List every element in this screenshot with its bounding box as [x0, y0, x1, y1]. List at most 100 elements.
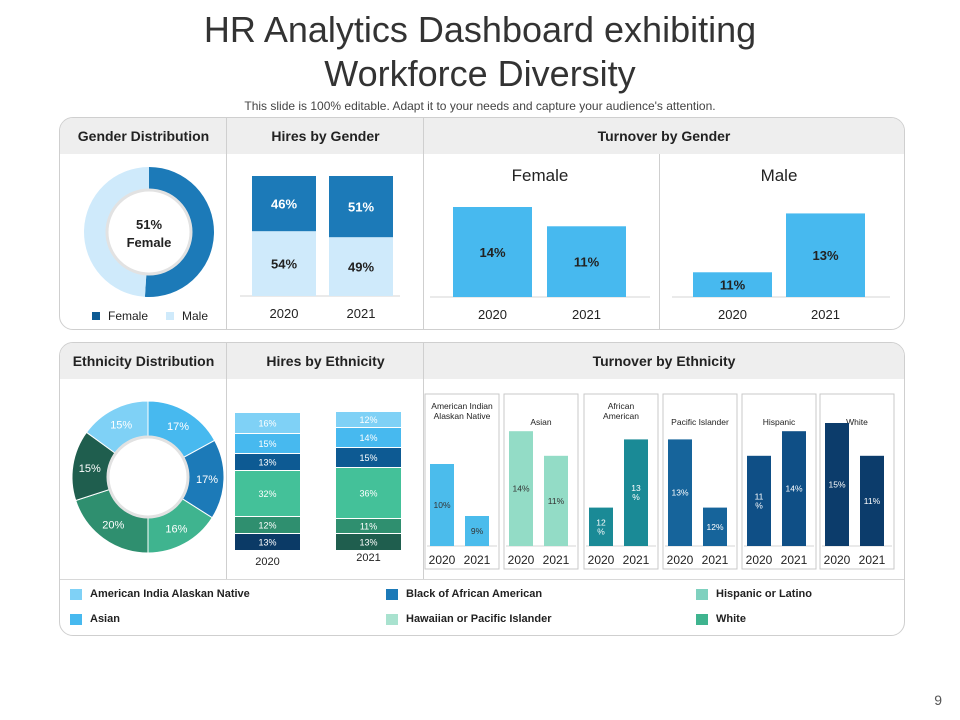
x-tick-label: 2020 — [255, 556, 279, 568]
header-hires-by-gender: Hires by Gender — [271, 128, 380, 144]
title-line-2: Workforce Diversity — [324, 53, 636, 94]
x-tick-label: 2020 — [508, 553, 535, 567]
x-tick-label: 2021 — [347, 306, 376, 321]
divider — [226, 118, 227, 329]
data-label: 15% — [79, 463, 101, 475]
bar-2020 — [747, 455, 771, 546]
data-label: 12 — [596, 517, 606, 527]
legend-label: White — [716, 613, 746, 625]
divider — [423, 343, 424, 579]
small-multiple-frame — [583, 393, 659, 570]
small-multiple-frame — [662, 393, 738, 570]
data-label: % — [597, 526, 605, 536]
data-label: 11% — [574, 255, 600, 270]
small-multiple-frame — [424, 393, 500, 570]
legend-female: Female — [92, 309, 148, 323]
bar-2021 — [703, 507, 727, 546]
legend-swatch — [386, 613, 398, 625]
pie-slice-female — [144, 167, 215, 297]
legend-male: Male — [166, 309, 208, 323]
data-label: 49% — [348, 260, 374, 275]
group-title: American Indian — [431, 401, 493, 411]
data-label: 17% — [196, 474, 218, 486]
data-label: 10% — [433, 500, 450, 510]
legend-label: Hawaiian or Pacific Islander — [406, 613, 552, 625]
bar-2021 — [860, 455, 884, 546]
data-label: 54% — [271, 257, 297, 272]
legend-swatch — [166, 312, 174, 320]
x-tick-label: 2021 — [781, 553, 808, 567]
legend-swatch — [70, 613, 82, 625]
divider — [226, 343, 227, 579]
legend-black-african-american: Black of African American — [386, 588, 542, 600]
small-multiple-frame — [741, 393, 817, 570]
bar-2020 — [509, 431, 533, 546]
stack-segment-2020 — [235, 517, 300, 533]
group-title: Asian — [530, 417, 552, 427]
legend-swatch — [696, 613, 708, 625]
stack-segment-2020 — [235, 413, 300, 433]
data-label: 36% — [359, 489, 377, 499]
stack-segment-2021 — [336, 534, 401, 550]
data-label: 15% — [359, 453, 377, 463]
stack-segment-2020 — [235, 534, 300, 550]
legend-hispanic-latino: Hispanic or Latino — [696, 588, 812, 600]
x-tick-label: 2021 — [572, 307, 601, 322]
legend-asian: Asian — [70, 613, 120, 625]
x-tick-label: 2020 — [429, 553, 456, 567]
data-label: 51% — [348, 200, 374, 215]
gender-header-bar — [60, 118, 904, 154]
data-label: 14% — [359, 433, 377, 443]
bar-female-2020 — [252, 176, 316, 232]
donut-center — [106, 435, 190, 519]
group-title: Alaskan Native — [434, 411, 491, 421]
bar-2020 — [453, 207, 532, 297]
bar-2021 — [786, 213, 865, 297]
data-label: 14% — [785, 484, 802, 494]
bar-2021 — [544, 455, 568, 546]
data-label: 12% — [258, 521, 276, 531]
legend-swatch — [70, 588, 82, 600]
bar-2021 — [782, 431, 806, 546]
bar-2020 — [825, 423, 849, 546]
data-label: 15% — [828, 480, 845, 490]
legend-swatch — [696, 588, 708, 600]
bar-2020 — [668, 439, 692, 546]
data-label: 11% — [720, 278, 746, 293]
header-turnover-by-gender: Turnover by Gender — [597, 128, 731, 144]
data-label: 20% — [102, 520, 124, 532]
group-title: Hispanic — [763, 417, 796, 427]
stack-segment-2020 — [235, 454, 300, 470]
x-tick-label: 2021 — [811, 307, 840, 322]
subtitle: This slide is 100% editable. Adapt it to… — [244, 99, 716, 113]
data-label: 32% — [258, 489, 276, 499]
data-label: 13% — [812, 248, 838, 263]
header-gender-distribution: Gender Distribution — [77, 128, 210, 144]
x-tick-label: 2020 — [718, 307, 747, 322]
legend-label: Black of African American — [406, 588, 543, 600]
data-label: 16% — [258, 419, 276, 429]
legend-hawaiian-pacific: Hawaiian or Pacific Islander — [386, 613, 552, 625]
page-number: 9 — [934, 692, 942, 708]
x-tick-label: 2020 — [588, 553, 615, 567]
x-tick-label: 2021 — [623, 553, 650, 567]
small-multiple-frame — [819, 393, 895, 570]
chart-subtitle: Female — [512, 166, 569, 185]
data-label: 16% — [165, 524, 187, 536]
x-tick-label: 2020 — [667, 553, 694, 567]
header-hires-by-ethnicity: Hires by Ethnicity — [266, 353, 385, 369]
bar-2021 — [547, 226, 626, 297]
legend-divider — [60, 579, 904, 580]
title-line-1: HR Analytics Dashboard exhibiting — [203, 9, 757, 50]
data-label: 13 — [631, 483, 641, 493]
group-title: Pacific Islander — [671, 417, 729, 427]
group-title: African — [608, 401, 635, 411]
data-label: 12% — [359, 415, 377, 425]
data-label: 13% — [671, 488, 688, 498]
divider — [659, 154, 660, 329]
data-label: 11% — [360, 522, 377, 532]
data-label: 11 — [755, 491, 764, 501]
stack-segment-2021 — [336, 448, 401, 467]
x-tick-label: 2021 — [859, 553, 886, 567]
